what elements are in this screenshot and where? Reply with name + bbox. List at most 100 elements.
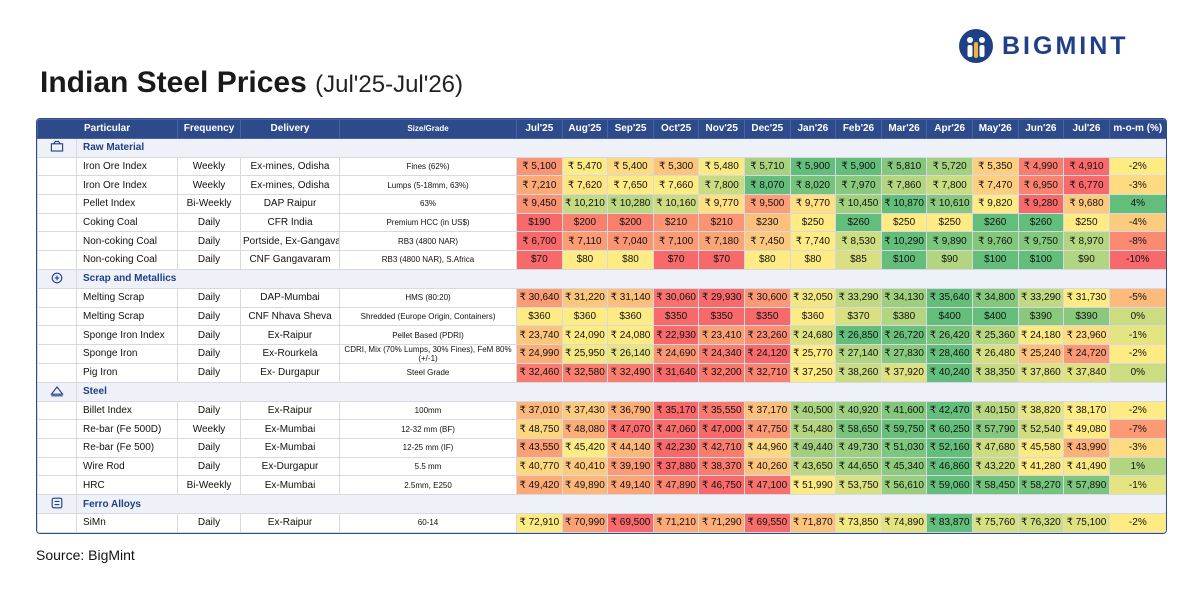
column-header: Jan'26 [789,119,837,139]
price: $350 [698,306,745,327]
price: ₹ 38,820 [1017,400,1065,421]
particular: Pig Iron [75,362,179,383]
particular: Melting Scrap [75,306,179,327]
price: ₹ 10,450 [835,194,882,214]
grade: 100mm [339,400,518,421]
price: $400 [971,306,1019,327]
mom-change: -3% [1108,175,1166,196]
mom-change: -5% [1108,287,1166,308]
price: $70 [698,250,745,270]
price: ₹ 75,760 [971,513,1019,533]
delivery: Ex-mines, Odisha [240,156,341,177]
price: ₹ 31,140 [607,287,654,308]
price: $250 [1063,212,1110,233]
column-header: Aug'25 [561,119,609,139]
mom-change: -10% [1108,250,1166,270]
price: ₹ 23,410 [698,325,745,345]
price: ₹ 5,470 [561,156,609,177]
price: ₹ 49,890 [561,475,609,495]
price: ₹ 73,850 [835,513,882,533]
particular: Sponge Iron [75,343,179,364]
price: $250 [880,212,928,233]
price: ₹ 31,640 [652,362,700,383]
price: $190 [516,212,563,233]
section-row: Steel [37,381,1166,402]
icon-cell [37,194,77,214]
price: ₹ 22,930 [652,325,700,345]
price: ₹ 37,920 [880,362,928,383]
price: ₹ 7,450 [743,231,791,252]
price: ₹ 51,990 [789,475,837,495]
delivery: Ex-Mumbai [240,475,341,495]
price: ₹ 28,460 [926,343,973,364]
price: ₹ 74,890 [880,513,928,533]
price: ₹ 54,480 [789,419,837,439]
price: ₹ 26,720 [880,325,928,345]
price: ₹ 46,860 [926,456,973,477]
price: ₹ 37,010 [516,400,563,421]
price: ₹ 9,770 [698,194,745,214]
price: $260 [1017,212,1065,233]
price: $250 [926,212,973,233]
price: ₹ 45,340 [880,456,928,477]
column-header: Feb'26 [835,119,882,139]
price: ₹ 53,750 [835,475,882,495]
period: (Jul'25-Jul'26) [315,71,464,98]
icon-cell [37,419,77,439]
data-row: Re-bar (Fe 500D) Weekly Ex-Mumbai 12-32 mm … [37,419,1166,439]
price: $80 [789,250,837,270]
price: $80 [561,250,609,270]
mom-change: -2% [1108,513,1166,533]
price: ₹ 59,750 [880,419,928,439]
price: $370 [835,306,882,327]
grade: 12-25 mm (IF) [339,437,518,458]
price: ₹ 48,750 [516,419,563,439]
price: ₹ 44,960 [743,437,791,458]
price: ₹ 52,540 [1017,419,1065,439]
price: ₹ 26,140 [607,343,654,364]
price: ₹ 51,030 [880,437,928,458]
price: ₹ 47,680 [971,437,1019,458]
price: $80 [743,250,791,270]
price: $390 [1017,306,1065,327]
price: ₹ 83,870 [926,513,973,533]
column-header: Dec'25 [743,119,791,139]
icon-cell [37,513,77,533]
particular: Re-bar (Fe 500) [75,437,179,458]
price: ₹ 24,690 [652,343,700,364]
data-row: Coking Coal Daily CFR India Premium HCC (in… [37,212,1166,233]
delivery: Portside, Ex-Gangavaram [240,231,341,252]
price: ₹ 7,470 [971,175,1019,196]
data-row: Sponge Iron Daily Ex-Rourkela CDRI, Mix (70… [37,343,1166,364]
frequency: Daily [177,250,242,270]
section-row: Ferro Alloys [37,494,1166,514]
price: ₹ 9,820 [971,194,1019,214]
price: ₹ 39,190 [607,456,654,477]
column-header: Sep'25 [607,119,654,139]
icon-cell [37,156,77,177]
delivery: CNF Nhava Sheva [240,306,341,327]
price: $260 [835,212,882,233]
price: ₹ 7,210 [516,175,563,196]
grade: RB3 (4800 NAR) [339,231,518,252]
price: ₹ 38,350 [971,362,1019,383]
price: $70 [516,250,563,270]
data-row: Sponge Iron Index Daily Ex-Raipur Pellet Ba… [37,325,1166,345]
price: ₹ 43,550 [516,437,563,458]
price: ₹ 38,170 [1063,400,1110,421]
price: ₹ 23,960 [1063,325,1110,345]
price: ₹ 58,650 [835,419,882,439]
price: $100 [880,250,928,270]
price: ₹ 7,660 [652,175,700,196]
grade: Steel Grade [339,362,518,383]
price: ₹ 40,260 [743,456,791,477]
grade: 63% [339,194,518,214]
column-header: Nov'25 [698,119,745,139]
delivery: DAP-Mumbai [240,287,341,308]
section-icon [50,385,64,396]
price: ₹ 9,450 [516,194,563,214]
icon-cell [37,137,77,158]
mom-change: 0% [1108,362,1166,383]
price: ₹ 40,500 [789,400,837,421]
